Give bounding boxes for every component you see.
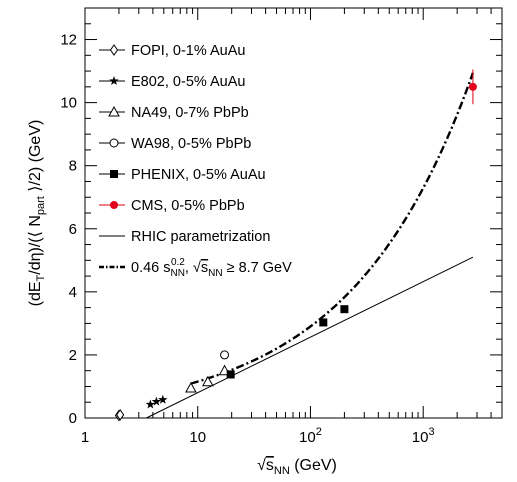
- legend-label: E802, 0-5% AuAu: [131, 74, 245, 90]
- fit-curve-dashdot: [190, 72, 475, 385]
- legend-label: WA98, 0-5% PbPb: [131, 136, 251, 152]
- wa98-point: [220, 350, 230, 360]
- legend-label: CMS, 0-5% PbPb: [131, 198, 245, 214]
- phenix-point: [226, 370, 235, 379]
- x-axis-label: √sNN (GeV): [257, 457, 337, 477]
- legend-label: NA49, 0-7% PbPb: [131, 105, 249, 121]
- legend-label: FOPI, 0-1% AuAu: [131, 43, 245, 59]
- x-tick-label: 103: [412, 426, 435, 446]
- y-tick-label: 8: [69, 158, 77, 175]
- x-tick-label: 102: [299, 426, 322, 446]
- y-tick-label: 4: [69, 284, 77, 301]
- na49-point: [185, 382, 197, 393]
- y-tick-label: 10: [60, 95, 77, 112]
- phenix-point: [340, 305, 349, 314]
- e802-point: [158, 394, 168, 404]
- legend-marker: [109, 44, 119, 56]
- y-tick-label: 6: [69, 221, 77, 238]
- y-tick-label: 0: [69, 410, 77, 427]
- legend-label: RHIC parametrization: [131, 229, 270, 245]
- rhic-parametrization-line: [146, 256, 474, 419]
- x-tick-label: 1: [81, 429, 89, 446]
- x-tick-label: 10: [189, 429, 206, 446]
- phenix-point: [319, 318, 328, 327]
- legend-label: PHENIX, 0-5% AuAu: [131, 167, 266, 183]
- data-points: [114, 69, 477, 422]
- na49-point: [202, 375, 214, 387]
- legend-marker: [110, 201, 118, 209]
- y-tick-label: 2: [69, 347, 77, 364]
- y-axis-label: (dET/dη)/(⟨ Npart ⟩/2) (GeV): [27, 120, 47, 307]
- legend-marker: [108, 105, 120, 117]
- legend-marker: [110, 170, 118, 178]
- legend: FOPI, 0-1% AuAu E802, 0-5% AuAu NA49, 0-7%…: [99, 43, 292, 279]
- y-tick-label: 12: [60, 32, 77, 49]
- legend-marker: [109, 76, 119, 86]
- axis-labels: √sNN (GeV) (dET/dη)/(⟨ Npart ⟩/2) (GeV): [27, 120, 337, 477]
- e802-point: [151, 396, 162, 406]
- axis-ticks: 0 2 4 6 8 10 12 1 10 102 103: [60, 7, 503, 446]
- curves: [146, 72, 475, 419]
- legend-label: 0.46 sNN0.2, √sNN ≥ 8.7 GeV: [131, 257, 292, 279]
- cms-point: [468, 82, 477, 91]
- fopi-point: [116, 408, 125, 421]
- e802-point: [145, 399, 156, 409]
- legend-marker: [109, 138, 119, 148]
